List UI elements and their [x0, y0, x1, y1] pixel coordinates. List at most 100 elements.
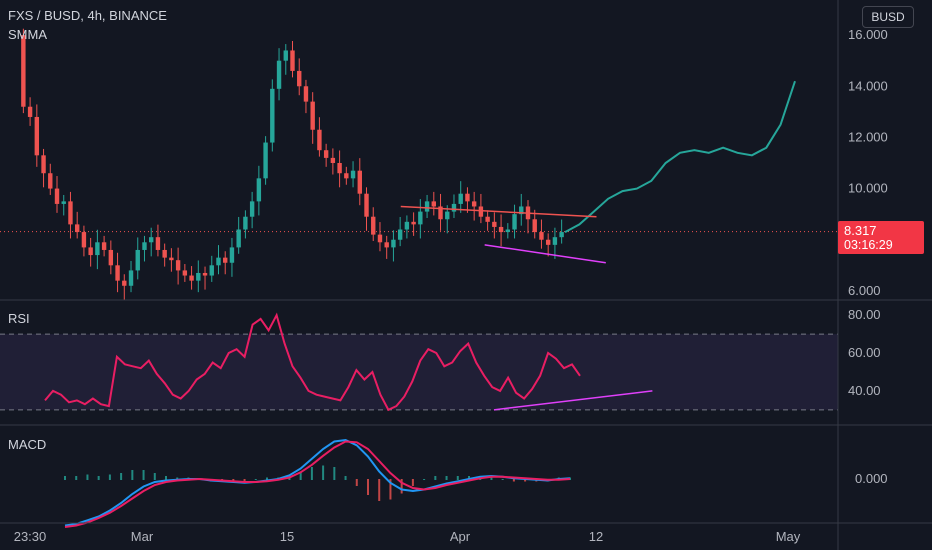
- macd-histogram-bar: [344, 476, 347, 480]
- candle-body: [478, 206, 484, 217]
- candle-body: [344, 173, 349, 179]
- candle-body: [465, 193, 470, 202]
- candle-body: [492, 221, 497, 227]
- candle-body: [182, 270, 188, 276]
- rsi-support-trendline: [493, 390, 653, 411]
- candle-body: [122, 280, 127, 286]
- candle-body: [397, 229, 403, 240]
- candle-body: [81, 232, 87, 248]
- macd-histogram-bar: [266, 477, 268, 480]
- candle-body: [249, 201, 255, 217]
- macd-histogram-bar: [512, 479, 515, 482]
- time-tick-label: Apr: [450, 529, 471, 544]
- price-tick-label: 16.000: [848, 27, 888, 42]
- price-tick-label: 6.000: [848, 283, 881, 298]
- candle-body: [559, 232, 564, 238]
- candle-body: [223, 257, 228, 263]
- macd-line: [64, 438, 571, 527]
- macd-label: MACD: [8, 437, 47, 452]
- macd-histogram-bar: [400, 479, 403, 494]
- macd-histogram-bar: [153, 473, 156, 480]
- macd-tick-label: 0.000: [855, 471, 888, 486]
- candle-body: [115, 265, 120, 281]
- macd-histogram-bar: [254, 479, 257, 480]
- macd-signal-line: [64, 440, 571, 528]
- candle-body: [310, 101, 315, 130]
- candle-body: [350, 170, 356, 179]
- macd-histogram-bar: [108, 474, 111, 480]
- candle-body: [458, 193, 463, 204]
- last-price-value: 8.317: [844, 223, 877, 238]
- price-tick-label: 12.000: [848, 129, 888, 144]
- candle-body: [34, 116, 40, 156]
- macd-histogram-bar: [232, 479, 235, 482]
- rsi-pane[interactable]: [0, 312, 838, 412]
- candle-body: [505, 229, 511, 233]
- candle-body: [175, 260, 181, 271]
- candle-body: [290, 50, 295, 71]
- candle-body: [54, 188, 60, 204]
- candle-body: [108, 249, 114, 266]
- candle-body: [411, 221, 416, 225]
- macd-histogram-bar: [165, 476, 167, 480]
- candle-body: [169, 257, 174, 261]
- candle-body: [438, 206, 443, 220]
- time-tick-label: 15: [280, 529, 294, 544]
- time-tick-label: 12: [589, 529, 603, 544]
- currency-button[interactable]: BUSD: [862, 6, 914, 28]
- candle-body: [418, 211, 423, 225]
- candle-body: [243, 216, 248, 230]
- symbol-title: FXS / BUSD, 4h, BINANCE: [8, 8, 167, 23]
- candle-body: [377, 234, 383, 243]
- candle-body: [189, 275, 194, 281]
- candle-body: [404, 221, 410, 230]
- candle-body: [371, 216, 376, 235]
- macd-histogram-bar: [86, 474, 89, 480]
- rsi-label: RSI: [8, 311, 30, 326]
- macd-histogram-bar: [176, 477, 179, 480]
- candle-body: [519, 206, 524, 215]
- macd-histogram-bar: [310, 467, 313, 480]
- candle-body: [276, 60, 282, 89]
- candle-body: [256, 178, 262, 202]
- candle-body: [74, 224, 80, 233]
- rsi-band: [0, 334, 838, 410]
- price-pane[interactable]: [0, 28, 838, 300]
- candle-body: [202, 272, 208, 276]
- macd-histogram-bar: [243, 479, 246, 482]
- indicator-label: SMMA: [8, 27, 47, 42]
- macd-histogram-bar: [490, 477, 493, 480]
- resistance-trendline: [400, 205, 597, 218]
- macd-histogram-bar: [299, 471, 302, 480]
- projection-path: [564, 80, 796, 233]
- rsi-line: [44, 312, 581, 412]
- candle-body: [27, 106, 33, 117]
- macd-histogram-bar: [131, 470, 134, 480]
- candle-body: [283, 50, 288, 61]
- time-tick-label: May: [776, 529, 801, 544]
- macd-pane[interactable]: [64, 438, 571, 528]
- macd-histogram-bar: [434, 476, 437, 480]
- candle-body: [68, 201, 73, 225]
- candle-body: [357, 170, 362, 194]
- candle-body: [101, 242, 107, 250]
- candle-body: [498, 226, 504, 233]
- candle-body: [303, 86, 309, 102]
- macd-histogram-bar: [355, 479, 358, 486]
- macd-histogram-bar: [142, 470, 145, 480]
- candle-body: [162, 249, 167, 258]
- candle-body: [451, 203, 457, 212]
- rsi-tick-label: 80.00: [848, 307, 881, 322]
- candle-body: [88, 247, 93, 256]
- candle-body: [445, 211, 450, 220]
- candle-body: [41, 155, 46, 174]
- candle-body: [323, 150, 329, 158]
- candle-body: [539, 232, 544, 240]
- last-price-badge: 8.317 03:16:29: [838, 221, 924, 254]
- candle-body: [61, 201, 66, 204]
- macd-histogram-bar: [378, 479, 381, 501]
- support-trendline: [484, 244, 606, 264]
- macd-histogram-bar: [524, 479, 527, 482]
